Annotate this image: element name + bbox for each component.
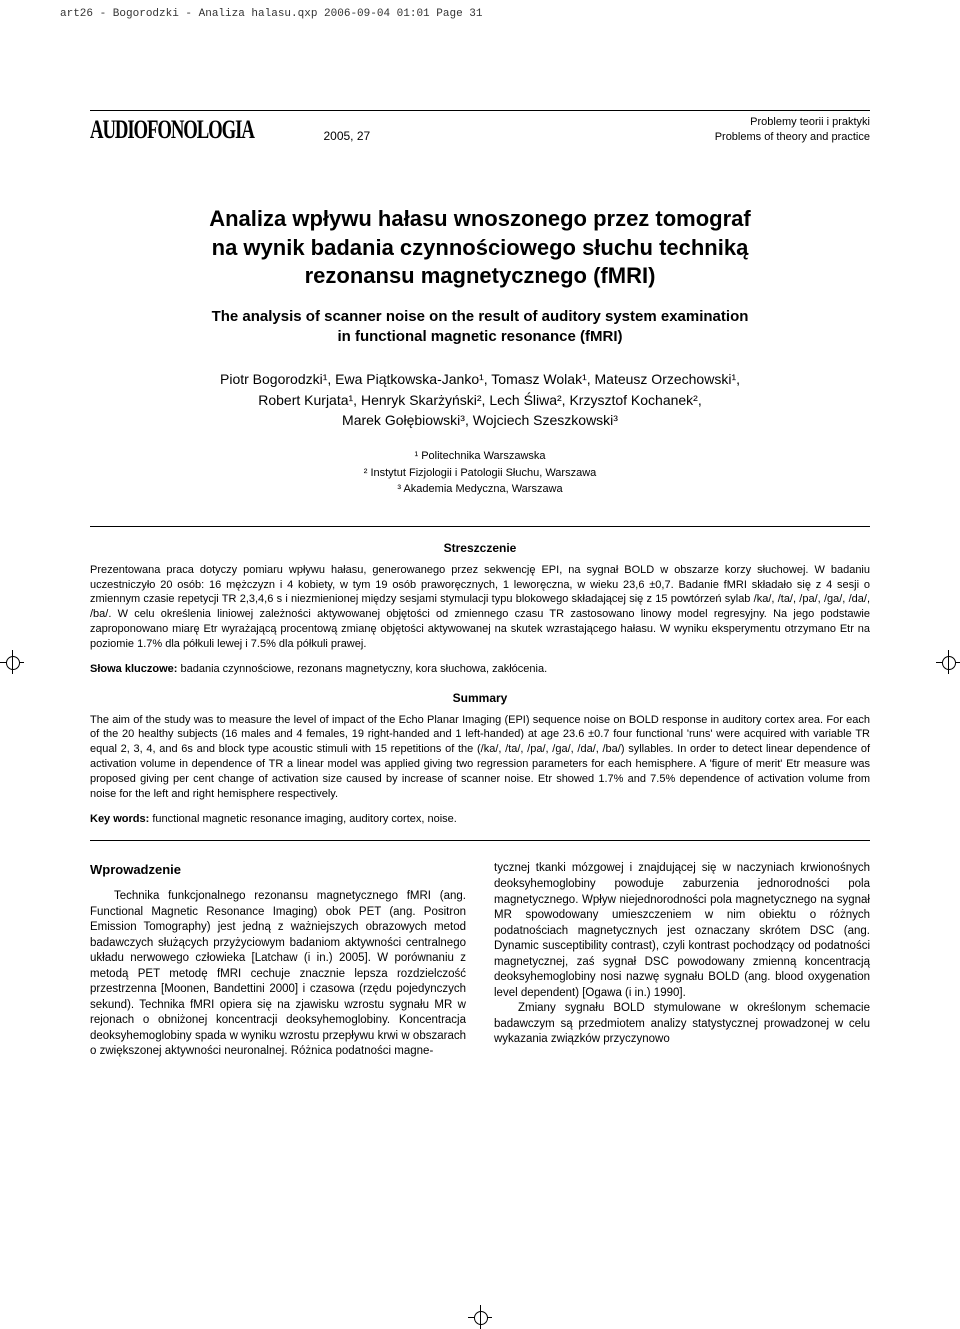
- authors: Piotr Bogorodzki¹, Ewa Piątkowska-Janko¹…: [90, 369, 870, 430]
- body-columns: Wprowadzenie Technika funkcjonalnego rez…: [90, 861, 870, 1059]
- journal-section: Problemy teorii i praktyki Problems of t…: [715, 115, 870, 145]
- title-pl-line1: Analiza wpływu hałasu wnoszonego przez t…: [90, 205, 870, 234]
- journal-name: AUDIOFONOLOGIA: [90, 115, 254, 145]
- streszczenie-body: Prezentowana praca dotyczy pomiaru wpływ…: [90, 563, 870, 652]
- journal-left: AUDIOFONOLOGIA 2005, 27: [90, 115, 370, 145]
- authors-line2: Robert Kurjata¹, Henryk Skarżyński², Lec…: [90, 390, 870, 410]
- slowa-label: Słowa kluczowe:: [90, 663, 177, 675]
- affil-2: ² Instytut Fizjologii i Patologii Słuchu…: [90, 465, 870, 482]
- summary-heading: Summary: [90, 691, 870, 705]
- title-en-line1: The analysis of scanner noise on the res…: [90, 307, 870, 327]
- intro-paragraph-right-1: tycznej tkanki mózgowej i znajdującej si…: [494, 861, 870, 1001]
- title-pl-line3: rezonansu magnetycznego (fMRI): [90, 262, 870, 291]
- journal-issue: 2005, 27: [323, 129, 370, 145]
- divider-bottom: [90, 840, 870, 841]
- article-title-en: The analysis of scanner noise on the res…: [90, 307, 870, 348]
- content-area: AUDIOFONOLOGIA 2005, 27 Problemy teorii …: [0, 20, 960, 1100]
- keywords-text: functional magnetic resonance imaging, a…: [149, 813, 457, 825]
- affil-3: ³ Akademia Medyczna, Warszawa: [90, 481, 870, 498]
- streszczenie-heading: Streszczenie: [90, 541, 870, 555]
- slowa-kluczowe: Słowa kluczowe: badania czynnościowe, re…: [90, 662, 870, 677]
- divider-top: [90, 526, 870, 527]
- column-right: tycznej tkanki mózgowej i znajdującej si…: [494, 861, 870, 1059]
- affil-1: ¹ Politechnika Warszawska: [90, 448, 870, 465]
- keywords-label: Key words:: [90, 813, 149, 825]
- print-header-meta: art26 - Bogorodzki - Analiza halasu.qxp …: [0, 0, 960, 20]
- crop-mark-bottom: [468, 1305, 492, 1329]
- intro-paragraph-left: Technika funkcjonalnego rezonansu magnet…: [90, 889, 466, 1060]
- journal-section-pl: Problemy teorii i praktyki: [715, 115, 870, 130]
- title-pl-line2: na wynik badania czynnościowego słuchu t…: [90, 234, 870, 263]
- article-title-pl: Analiza wpływu hałasu wnoszonego przez t…: [90, 205, 870, 291]
- affiliations: ¹ Politechnika Warszawska ² Instytut Fiz…: [90, 448, 870, 498]
- summary-body: The aim of the study was to measure the …: [90, 713, 870, 802]
- authors-line1: Piotr Bogorodzki¹, Ewa Piątkowska-Janko¹…: [90, 369, 870, 389]
- journal-header: AUDIOFONOLOGIA 2005, 27 Problemy teorii …: [90, 110, 870, 145]
- intro-heading: Wprowadzenie: [90, 861, 466, 879]
- journal-section-en: Problems of theory and practice: [715, 130, 870, 145]
- crop-mark-right: [936, 650, 960, 674]
- intro-paragraph-right-2: Zmiany sygnału BOLD stymulowane w określ…: [494, 1001, 870, 1048]
- page: art26 - Bogorodzki - Analiza halasu.qxp …: [0, 0, 960, 1329]
- column-left: Wprowadzenie Technika funkcjonalnego rez…: [90, 861, 466, 1059]
- title-en-line2: in functional magnetic resonance (fMRI): [90, 327, 870, 347]
- slowa-text: badania czynnościowe, rezonans magnetycz…: [177, 663, 547, 675]
- authors-line3: Marek Gołębiowski³, Wojciech Szeszkowski…: [90, 410, 870, 430]
- crop-mark-left: [0, 650, 24, 674]
- keywords: Key words: functional magnetic resonance…: [90, 812, 870, 827]
